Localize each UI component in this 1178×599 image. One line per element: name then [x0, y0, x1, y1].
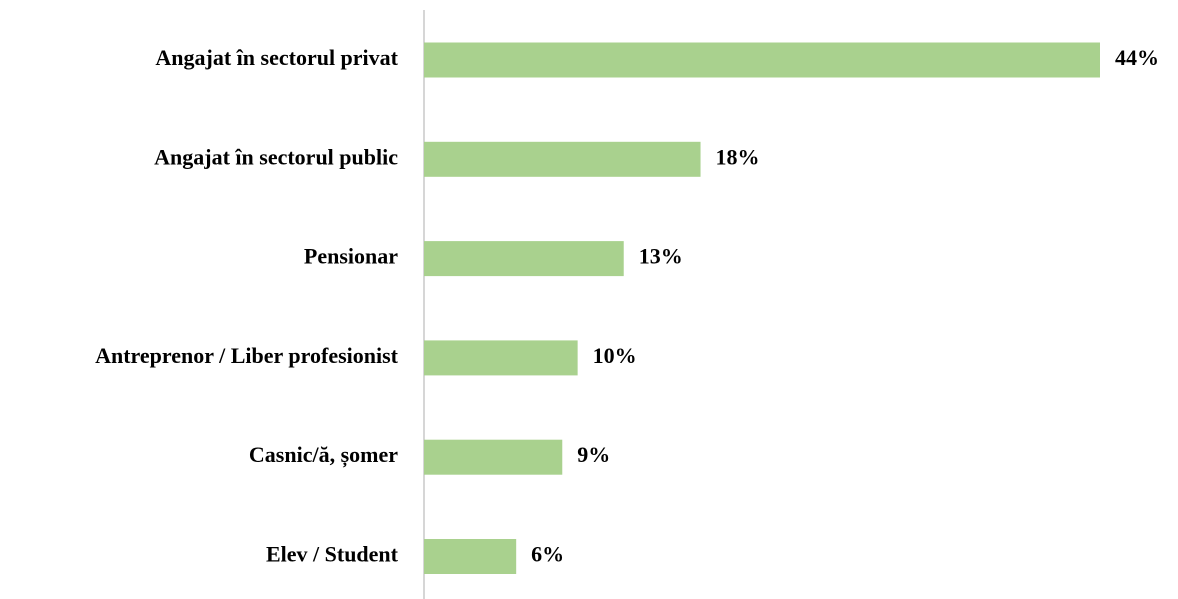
category-label: Pensionar: [304, 244, 398, 269]
bar: [424, 241, 624, 277]
category-label: Angajat în sectorul public: [154, 144, 398, 169]
bar: [424, 141, 701, 177]
value-label: 10%: [593, 343, 637, 368]
value-label: 44%: [1115, 45, 1159, 70]
bar: [424, 42, 1100, 78]
value-label: 6%: [531, 542, 564, 567]
bar: [424, 439, 563, 475]
category-label: Elev / Student: [266, 542, 399, 567]
category-label: Casnic/ă, șomer: [249, 442, 398, 468]
category-label: Antreprenor / Liber profesionist: [95, 343, 399, 368]
category-label: Angajat în sectorul privat: [155, 45, 398, 70]
value-label: 9%: [577, 442, 610, 467]
bar: [424, 539, 517, 574]
value-label: 18%: [716, 144, 760, 169]
value-label: 13%: [639, 244, 683, 269]
bar: [424, 340, 578, 376]
